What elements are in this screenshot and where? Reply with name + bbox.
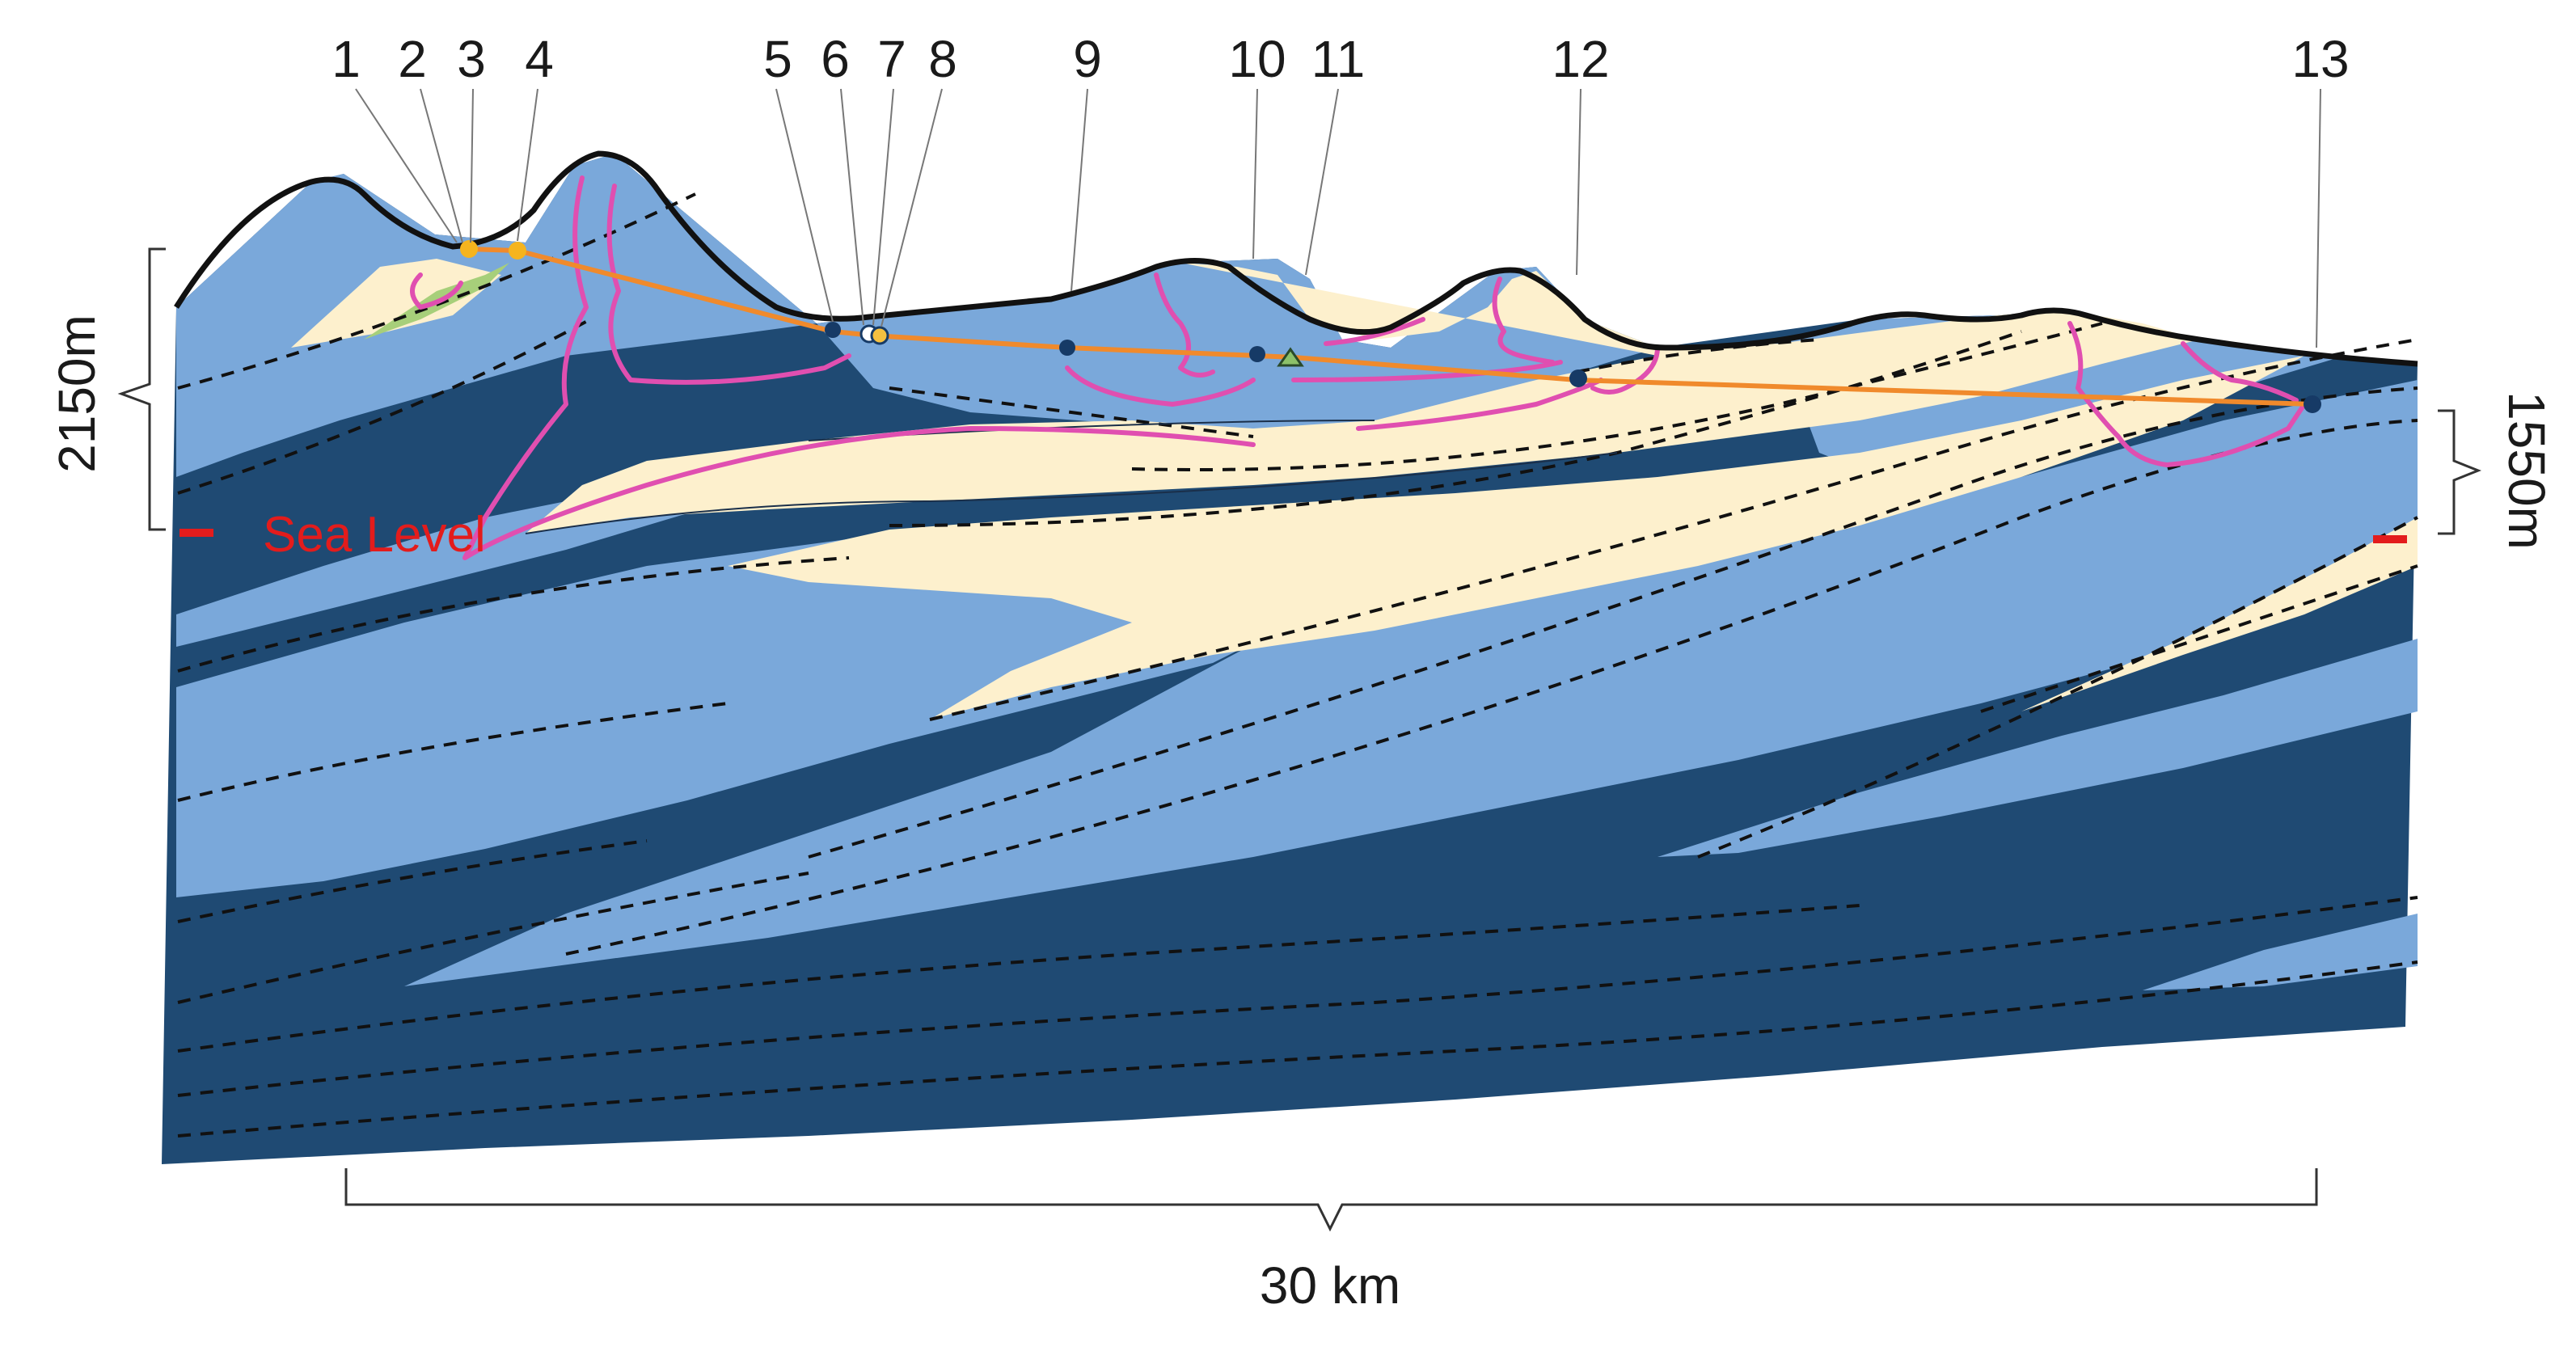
distance-bracket-line <box>344 1168 2318 1232</box>
bedding-line <box>177 904 1860 1053</box>
stratum-blue-band <box>176 154 817 477</box>
bedding-line <box>177 872 809 1004</box>
stratum-blue-band <box>176 534 1294 897</box>
leader-line <box>880 88 943 327</box>
site-label-1: 1 <box>332 30 361 88</box>
stratum-cream-wedge <box>291 259 501 348</box>
sea-level-marker-right <box>2373 535 2407 543</box>
bedding-line <box>177 702 728 802</box>
site-labels: 1 2 3 4 5 6 7 8 9 10 11 12 13 <box>332 30 2349 88</box>
stratum-cream-lens <box>728 356 2304 720</box>
bedding-line <box>889 386 1254 438</box>
flow-path <box>1065 365 1256 407</box>
site-marker-11 <box>1277 347 1304 367</box>
leader-line <box>872 88 894 326</box>
right-height-bracket: 1550m <box>2438 391 2556 550</box>
stratum-cream-upper <box>526 263 2199 534</box>
strata <box>162 154 2418 1164</box>
bedding-line <box>808 386 2418 859</box>
leader-line <box>1305 88 1339 276</box>
bedding-line <box>929 338 2418 721</box>
site-label-2: 2 <box>398 30 427 88</box>
site-label-5: 5 <box>763 30 792 88</box>
flow-path <box>1590 345 1660 395</box>
leader-line <box>355 88 458 243</box>
right-height-label: 1550m <box>2498 391 2556 550</box>
leader-line <box>2316 88 2321 348</box>
right-bracket <box>2438 409 2482 535</box>
flow-path <box>1356 378 1603 431</box>
bedding-line <box>177 192 696 390</box>
site-label-9: 9 <box>1073 30 1102 88</box>
site-label-13: 13 <box>2291 30 2349 88</box>
sea-level-marker-left <box>179 529 213 537</box>
site-label-11: 11 <box>1311 30 1365 88</box>
leader-line <box>775 88 834 323</box>
site-label-12: 12 <box>1552 30 1609 88</box>
flow-paths <box>410 175 2307 560</box>
leader-line <box>517 88 538 242</box>
bedding-line <box>1980 564 2418 713</box>
leader-line <box>420 88 463 243</box>
site-marker-5 <box>825 322 841 338</box>
bedding-line <box>889 330 2022 527</box>
sea-level-label: Sea Level <box>263 507 486 563</box>
site-label-4: 4 <box>525 30 554 88</box>
site-marker-4 <box>509 242 526 260</box>
flow-path <box>462 175 1256 560</box>
distance-label: 30 km <box>1260 1256 1400 1315</box>
site-label-3: 3 <box>457 30 486 88</box>
bedding-line <box>177 839 648 923</box>
distance-bracket: 30 km <box>344 1168 2318 1315</box>
flow-path <box>2181 341 2299 403</box>
flow-path <box>1154 272 1215 378</box>
left-bracket <box>117 247 166 531</box>
leader-line <box>840 88 864 326</box>
site-label-7: 7 <box>877 30 906 88</box>
stratum-blue-band <box>404 380 2418 986</box>
leader-line <box>1071 88 1088 292</box>
flow-path <box>1492 276 1555 365</box>
leader-lines <box>355 88 2321 348</box>
site-label-6: 6 <box>821 30 850 88</box>
leader-line <box>1576 88 1581 276</box>
flow-path <box>2067 321 2307 467</box>
site-label-10: 10 <box>1228 30 1286 88</box>
site-marker-9 <box>1059 340 1075 356</box>
flow-path <box>1324 317 1425 346</box>
site-label-8: 8 <box>928 30 957 88</box>
leader-line <box>470 88 474 243</box>
flow-path <box>606 184 851 385</box>
transect <box>460 240 2321 413</box>
topographic-surface <box>174 150 2418 367</box>
left-height-label: 2150m <box>48 314 106 473</box>
site-marker-12 <box>1569 369 1587 387</box>
bedding-line <box>177 556 850 673</box>
site-marker-3 <box>460 240 478 258</box>
sea-level: Sea Level <box>179 507 2407 563</box>
left-height-bracket: 2150m <box>48 247 166 531</box>
bedding-line <box>177 318 591 495</box>
site-marker-7 <box>870 326 889 345</box>
bedding-line <box>177 960 2418 1138</box>
flow-path <box>410 272 463 310</box>
bedding-line <box>177 896 2418 1097</box>
bedding-line <box>1697 516 2418 859</box>
bedding-line <box>1576 338 1820 374</box>
site-marker-13 <box>2304 395 2321 413</box>
site-marker-10 <box>1249 346 1265 362</box>
bedding-lines <box>177 192 2418 1138</box>
boundary-line <box>525 452 1618 534</box>
bedding-line <box>565 419 2418 956</box>
stratum-blue-band <box>1658 639 2418 857</box>
leader-line <box>1252 88 1258 260</box>
